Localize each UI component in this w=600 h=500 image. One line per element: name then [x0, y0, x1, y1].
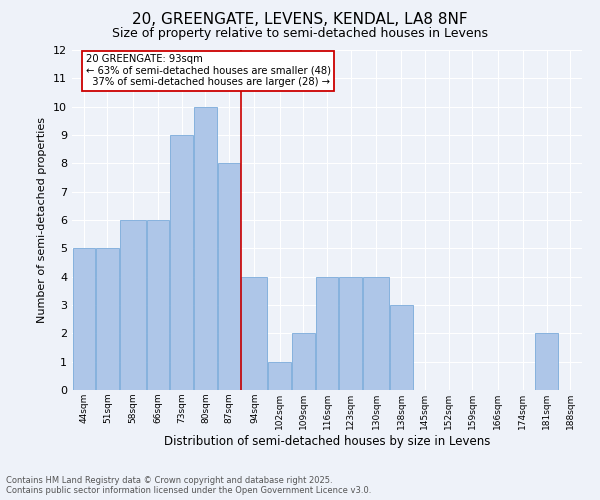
- Text: 20, GREENGATE, LEVENS, KENDAL, LA8 8NF: 20, GREENGATE, LEVENS, KENDAL, LA8 8NF: [132, 12, 468, 28]
- Bar: [73, 248, 95, 390]
- Text: Size of property relative to semi-detached houses in Levens: Size of property relative to semi-detach…: [112, 28, 488, 40]
- Bar: [535, 334, 558, 390]
- X-axis label: Distribution of semi-detached houses by size in Levens: Distribution of semi-detached houses by …: [164, 434, 490, 448]
- Bar: [292, 334, 314, 390]
- Bar: [241, 276, 268, 390]
- Bar: [170, 135, 193, 390]
- Bar: [363, 276, 389, 390]
- Y-axis label: Number of semi-detached properties: Number of semi-detached properties: [37, 117, 47, 323]
- Bar: [390, 305, 413, 390]
- Text: 20 GREENGATE: 93sqm
← 63% of semi-detached houses are smaller (48)
  37% of semi: 20 GREENGATE: 93sqm ← 63% of semi-detach…: [86, 54, 331, 88]
- Text: Contains HM Land Registry data © Crown copyright and database right 2025.
Contai: Contains HM Land Registry data © Crown c…: [6, 476, 371, 495]
- Bar: [340, 276, 362, 390]
- Bar: [218, 164, 241, 390]
- Bar: [120, 220, 146, 390]
- Bar: [194, 106, 217, 390]
- Bar: [316, 276, 338, 390]
- Bar: [96, 248, 119, 390]
- Bar: [147, 220, 169, 390]
- Bar: [268, 362, 291, 390]
